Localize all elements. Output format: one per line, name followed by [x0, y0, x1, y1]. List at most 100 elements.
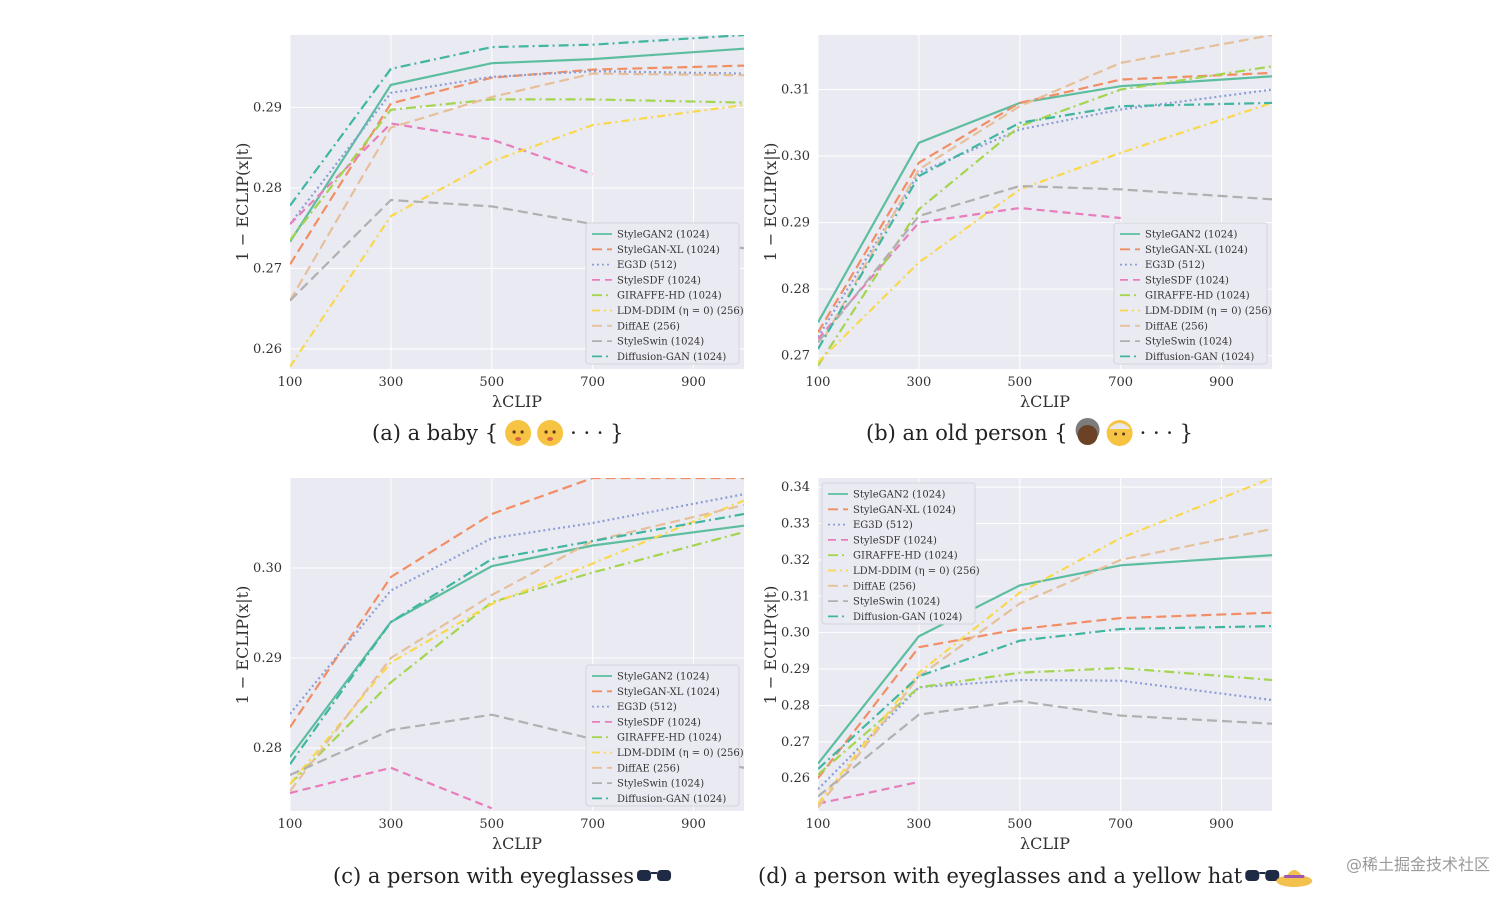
- legend-label: StyleGAN-XL (1024): [853, 505, 956, 516]
- y-tick-label: 0.27: [781, 735, 810, 750]
- x-tick-label: 300: [378, 375, 403, 390]
- y-tick-label: 0.30: [781, 626, 810, 641]
- series-line: [818, 554, 1272, 765]
- baby-emoji-face: [505, 420, 532, 446]
- legend-label: Diffusion-GAN (1024): [617, 794, 726, 805]
- y-tick-label: 0.29: [781, 216, 810, 231]
- series-line: [818, 88, 1272, 338]
- x-tick-label: 100: [806, 375, 831, 390]
- legend-label: StyleSDF (1024): [1145, 275, 1229, 286]
- series-line: [290, 98, 744, 241]
- series-line: [290, 70, 744, 225]
- x-tick-label: 900: [681, 375, 706, 390]
- legend-label: LDM-DDIM (η = 0) (256): [1145, 306, 1272, 317]
- chart-panel-b: 100 300 500 700 900 0.27 0.28 0.29 0.30 0.31 λCLIP…: [761, 35, 1272, 446]
- x-axis-label: λCLIP: [492, 392, 542, 411]
- old-man-eye: [1122, 432, 1126, 436]
- x-tick-label: 300: [906, 375, 931, 390]
- y-tick-label: 0.33: [781, 516, 810, 531]
- x-tick-label: 700: [580, 817, 605, 832]
- y-tick-label: 0.34: [781, 480, 810, 495]
- series-line: [290, 499, 744, 785]
- x-tick-label: 700: [580, 375, 605, 390]
- legend-label: LDM-DDIM (η = 0) (256): [617, 306, 744, 317]
- series-line: [290, 47, 744, 243]
- old-man-eye: [1114, 432, 1118, 436]
- legend-label: EG3D (512): [617, 260, 677, 271]
- y-tick-label: 0.29: [781, 662, 810, 677]
- glasses-lens-right: [1265, 870, 1280, 881]
- x-tick-label: 700: [1108, 817, 1133, 832]
- legend-label: StyleSDF (1024): [617, 275, 701, 286]
- glasses-lens-left: [637, 870, 652, 881]
- series-line: [290, 35, 744, 207]
- series-line: [818, 206, 1121, 340]
- x-tick-label: 900: [1209, 375, 1234, 390]
- legend-label: StyleGAN2 (1024): [1145, 230, 1237, 241]
- legend-box: [1113, 222, 1268, 365]
- series-line: [818, 71, 1272, 333]
- series-line: [818, 101, 1272, 350]
- legend-label: GIRAFFE-HD (1024): [617, 291, 722, 302]
- legend-label: Diffusion-GAN (1024): [853, 612, 962, 623]
- x-tick-label: 100: [278, 817, 303, 832]
- panel-caption-tail: · · · }: [570, 421, 623, 445]
- y-tick-label: 0.27: [781, 349, 810, 364]
- glasses-lens-left: [1245, 870, 1260, 881]
- legend-label: DiffAE (256): [1145, 321, 1208, 332]
- x-axis-label: λCLIP: [1020, 834, 1070, 853]
- legend-label: DiffAE (256): [853, 581, 916, 592]
- x-tick-label: 900: [681, 817, 706, 832]
- series-line: [290, 530, 744, 785]
- x-tick-label: 300: [378, 817, 403, 832]
- legend-label: Diffusion-GAN (1024): [1145, 352, 1254, 363]
- panel-caption: (a) a baby {: [372, 421, 498, 445]
- legend-label: StyleSwin (1024): [617, 337, 704, 348]
- old-woman-face: [1077, 425, 1098, 445]
- watermark: @稀土掘金技术社区: [1345, 855, 1490, 874]
- legend-label: StyleGAN2 (1024): [853, 490, 945, 501]
- y-axis-label: 1 − ECLIP(x|t): [761, 586, 780, 705]
- x-tick-label: 100: [278, 375, 303, 390]
- panel-caption: (c) a person with eyeglasses: [333, 864, 634, 888]
- series-line: [290, 478, 744, 728]
- legend-label: GIRAFFE-HD (1024): [617, 733, 722, 744]
- y-tick-label: 0.28: [781, 698, 810, 713]
- x-tick-label: 500: [479, 375, 504, 390]
- legend-label: StyleGAN-XL (1024): [617, 687, 720, 698]
- series-line: [818, 527, 1272, 809]
- y-axis-label: 1 − ECLIP(x|t): [233, 586, 252, 705]
- legend-label: EG3D (512): [1145, 260, 1205, 271]
- x-tick-label: 500: [1007, 375, 1032, 390]
- legend-box: [585, 664, 740, 807]
- series-line: [818, 780, 920, 805]
- baby-emoji-face: [537, 420, 564, 446]
- y-tick-label: 0.30: [781, 149, 810, 164]
- panel-caption-tail: · · · }: [1140, 421, 1193, 445]
- series-line: [290, 766, 493, 810]
- baby-emoji-eye: [512, 430, 516, 434]
- legend-label: StyleGAN2 (1024): [617, 230, 709, 241]
- series-line: [290, 103, 744, 368]
- legend-label: Diffusion-GAN (1024): [617, 352, 726, 363]
- x-axis-label: λCLIP: [1020, 392, 1070, 411]
- legend-label: EG3D (512): [617, 702, 677, 713]
- series-line: [818, 65, 1272, 367]
- series-line: [290, 503, 744, 792]
- legend-label: StyleSwin (1024): [1145, 337, 1232, 348]
- y-tick-label: 0.28: [253, 741, 282, 756]
- x-tick-label: 500: [479, 817, 504, 832]
- baby-emoji-eye: [544, 430, 548, 434]
- panel-caption: (b) an old person {: [866, 421, 1068, 445]
- baby-emoji-mouth: [547, 437, 554, 441]
- legend-label: LDM-DDIM (η = 0) (256): [617, 748, 744, 759]
- baby-emoji-eye: [552, 430, 556, 434]
- y-tick-label: 0.31: [781, 589, 810, 604]
- panel-caption: (d) a person with eyeglasses and a yello…: [758, 864, 1243, 888]
- glasses-lens-right: [657, 870, 672, 881]
- y-tick-label: 0.31: [781, 83, 810, 98]
- legend-label: GIRAFFE-HD (1024): [1145, 291, 1250, 302]
- legend-label: DiffAE (256): [617, 763, 680, 774]
- legend-label: StyleGAN-XL (1024): [617, 245, 720, 256]
- series-line: [290, 493, 744, 715]
